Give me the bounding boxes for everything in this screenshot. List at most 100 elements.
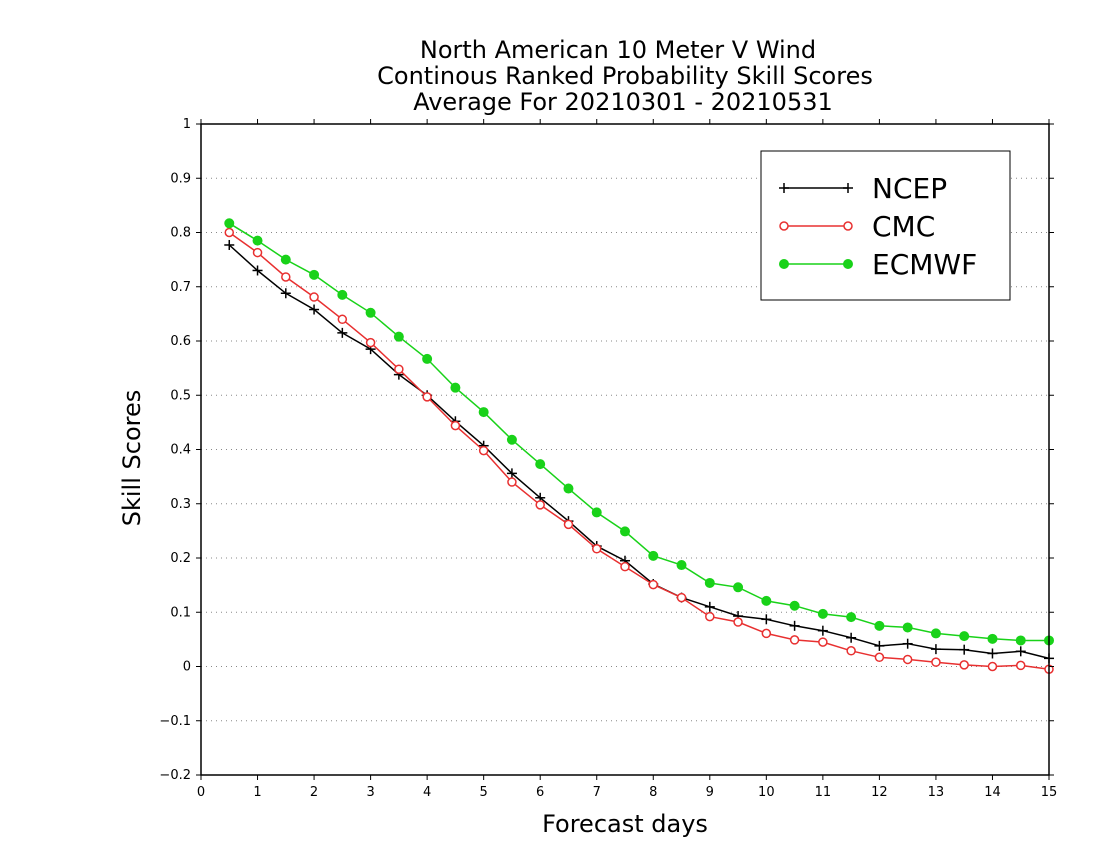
data-point-cmc xyxy=(761,628,772,639)
data-point-ecmwf xyxy=(224,218,235,229)
x-tick-label: 5 xyxy=(480,785,488,800)
data-point-ncep xyxy=(309,304,320,315)
y-tick-label: 0.6 xyxy=(170,334,191,349)
x-axis-label: Forecast days xyxy=(542,810,708,838)
data-point-cmc xyxy=(281,272,291,282)
y-tick-label: 0.7 xyxy=(170,280,191,295)
data-point-ncep xyxy=(506,468,517,479)
data-point-ecmwf xyxy=(648,550,659,561)
x-tick-label: 6 xyxy=(536,785,544,800)
y-axis-label: Skill Scores xyxy=(118,390,146,527)
x-tick-label: 7 xyxy=(593,785,601,800)
data-point-ecmwf xyxy=(393,331,404,342)
y-tick-label: 0.1 xyxy=(170,605,191,620)
x-tick-label: 13 xyxy=(928,785,945,800)
chart-title-line-1: North American 10 Meter V Wind xyxy=(420,36,816,64)
data-point-cmc xyxy=(818,637,828,647)
data-point-ncep xyxy=(704,601,715,612)
y-tick-label: −0.1 xyxy=(159,714,191,729)
data-point-ecmwf xyxy=(817,608,828,619)
data-point-ecmwf xyxy=(620,526,630,537)
y-tick-label: 1 xyxy=(183,117,191,132)
x-tick-label: 1 xyxy=(253,785,261,800)
chart-title-line-2: Continous Ranked Probability Skill Score… xyxy=(377,62,873,90)
data-point-cmc xyxy=(846,646,856,656)
series-ncep xyxy=(224,239,1054,664)
x-tick-label: 0 xyxy=(197,785,205,800)
chart-title-line-3: Average For 20210301 - 20210531 xyxy=(413,88,833,116)
data-point-ecmwf xyxy=(846,612,857,623)
data-point-ncep xyxy=(930,644,941,655)
data-point-cmc xyxy=(733,617,743,627)
legend-samples xyxy=(779,183,853,269)
data-point-cmc xyxy=(959,660,969,670)
y-tick-label: 0.2 xyxy=(170,551,191,566)
data-point-ecmwf xyxy=(930,628,941,639)
data-point-ecmwf xyxy=(478,407,489,418)
data-point-cmc xyxy=(309,292,319,302)
data-point-cmc xyxy=(705,611,715,622)
series-line-ncep xyxy=(228,244,1050,660)
data-point-ecmwf xyxy=(535,459,546,470)
data-point-ecmwf xyxy=(676,560,687,571)
data-point-ncep xyxy=(987,648,998,659)
data-point-cmc xyxy=(563,519,574,530)
data-point-cmc xyxy=(422,392,432,402)
data-point-ecmwf xyxy=(902,622,913,633)
data-point-ecmwf xyxy=(450,382,461,393)
legend-label-cmc: CMC xyxy=(872,210,935,243)
data-point-cmc xyxy=(1015,660,1026,671)
series-layer xyxy=(224,218,1054,674)
data-point-ecmwf xyxy=(874,620,885,631)
data-point-ecmwf xyxy=(309,269,320,280)
data-point-ecmwf xyxy=(280,254,291,265)
legend-marker-ncep xyxy=(843,183,853,193)
data-point-ecmwf xyxy=(959,631,970,642)
data-point-cmc xyxy=(337,314,348,325)
series-ecmwf xyxy=(224,218,1054,646)
data-point-ecmwf xyxy=(563,483,574,494)
legend-marker-ecmwf xyxy=(779,259,789,269)
data-point-ecmwf xyxy=(591,507,602,518)
data-point-ecmwf xyxy=(506,434,517,445)
x-tick-label: 8 xyxy=(649,785,657,800)
data-point-cmc xyxy=(902,654,913,665)
data-point-ecmwf xyxy=(365,307,376,318)
data-point-cmc xyxy=(620,561,630,572)
data-point-cmc xyxy=(252,247,263,258)
legend: NCEP CMC ECMWF xyxy=(760,150,1011,301)
data-point-ecmwf xyxy=(987,633,998,644)
data-point-cmc xyxy=(987,661,998,672)
x-tick-label: 10 xyxy=(758,785,775,800)
data-point-ecmwf xyxy=(789,600,800,611)
data-point-cmc xyxy=(478,445,489,456)
data-point-ncep xyxy=(959,644,970,655)
series-line-cmc xyxy=(228,231,1050,670)
data-point-ncep xyxy=(902,638,913,649)
data-point-ecmwf xyxy=(422,353,433,364)
x-tick-label: 11 xyxy=(815,785,832,800)
tick-layer: −0.2−0.100.10.20.30.40.50.60.70.80.910 1 2… xyxy=(159,117,1057,800)
data-point-cmc xyxy=(591,544,602,554)
y-tick-label: 0.8 xyxy=(170,226,191,241)
legend-marker-ncep xyxy=(779,183,789,193)
y-tick-label: −0.2 xyxy=(159,768,191,783)
data-point-cmc xyxy=(648,579,659,590)
x-tick-label: 14 xyxy=(984,785,1001,800)
legend-marker-cmc xyxy=(843,221,853,231)
data-point-ncep xyxy=(846,632,857,643)
data-point-ecmwf xyxy=(337,289,348,300)
data-point-cmc xyxy=(394,364,404,374)
x-tick-label: 4 xyxy=(423,785,431,800)
data-point-ecmwf xyxy=(733,582,744,593)
legend-label-ncep: NCEP xyxy=(872,172,947,205)
y-tick-label: 0.3 xyxy=(170,497,191,512)
data-point-ncep xyxy=(789,620,800,631)
data-point-ncep xyxy=(761,614,772,625)
y-tick-label: 0.4 xyxy=(170,443,191,458)
data-point-cmc xyxy=(507,477,517,487)
x-tick-label: 15 xyxy=(1041,785,1058,800)
data-point-cmc xyxy=(224,227,235,238)
data-point-ecmwf xyxy=(761,595,772,606)
